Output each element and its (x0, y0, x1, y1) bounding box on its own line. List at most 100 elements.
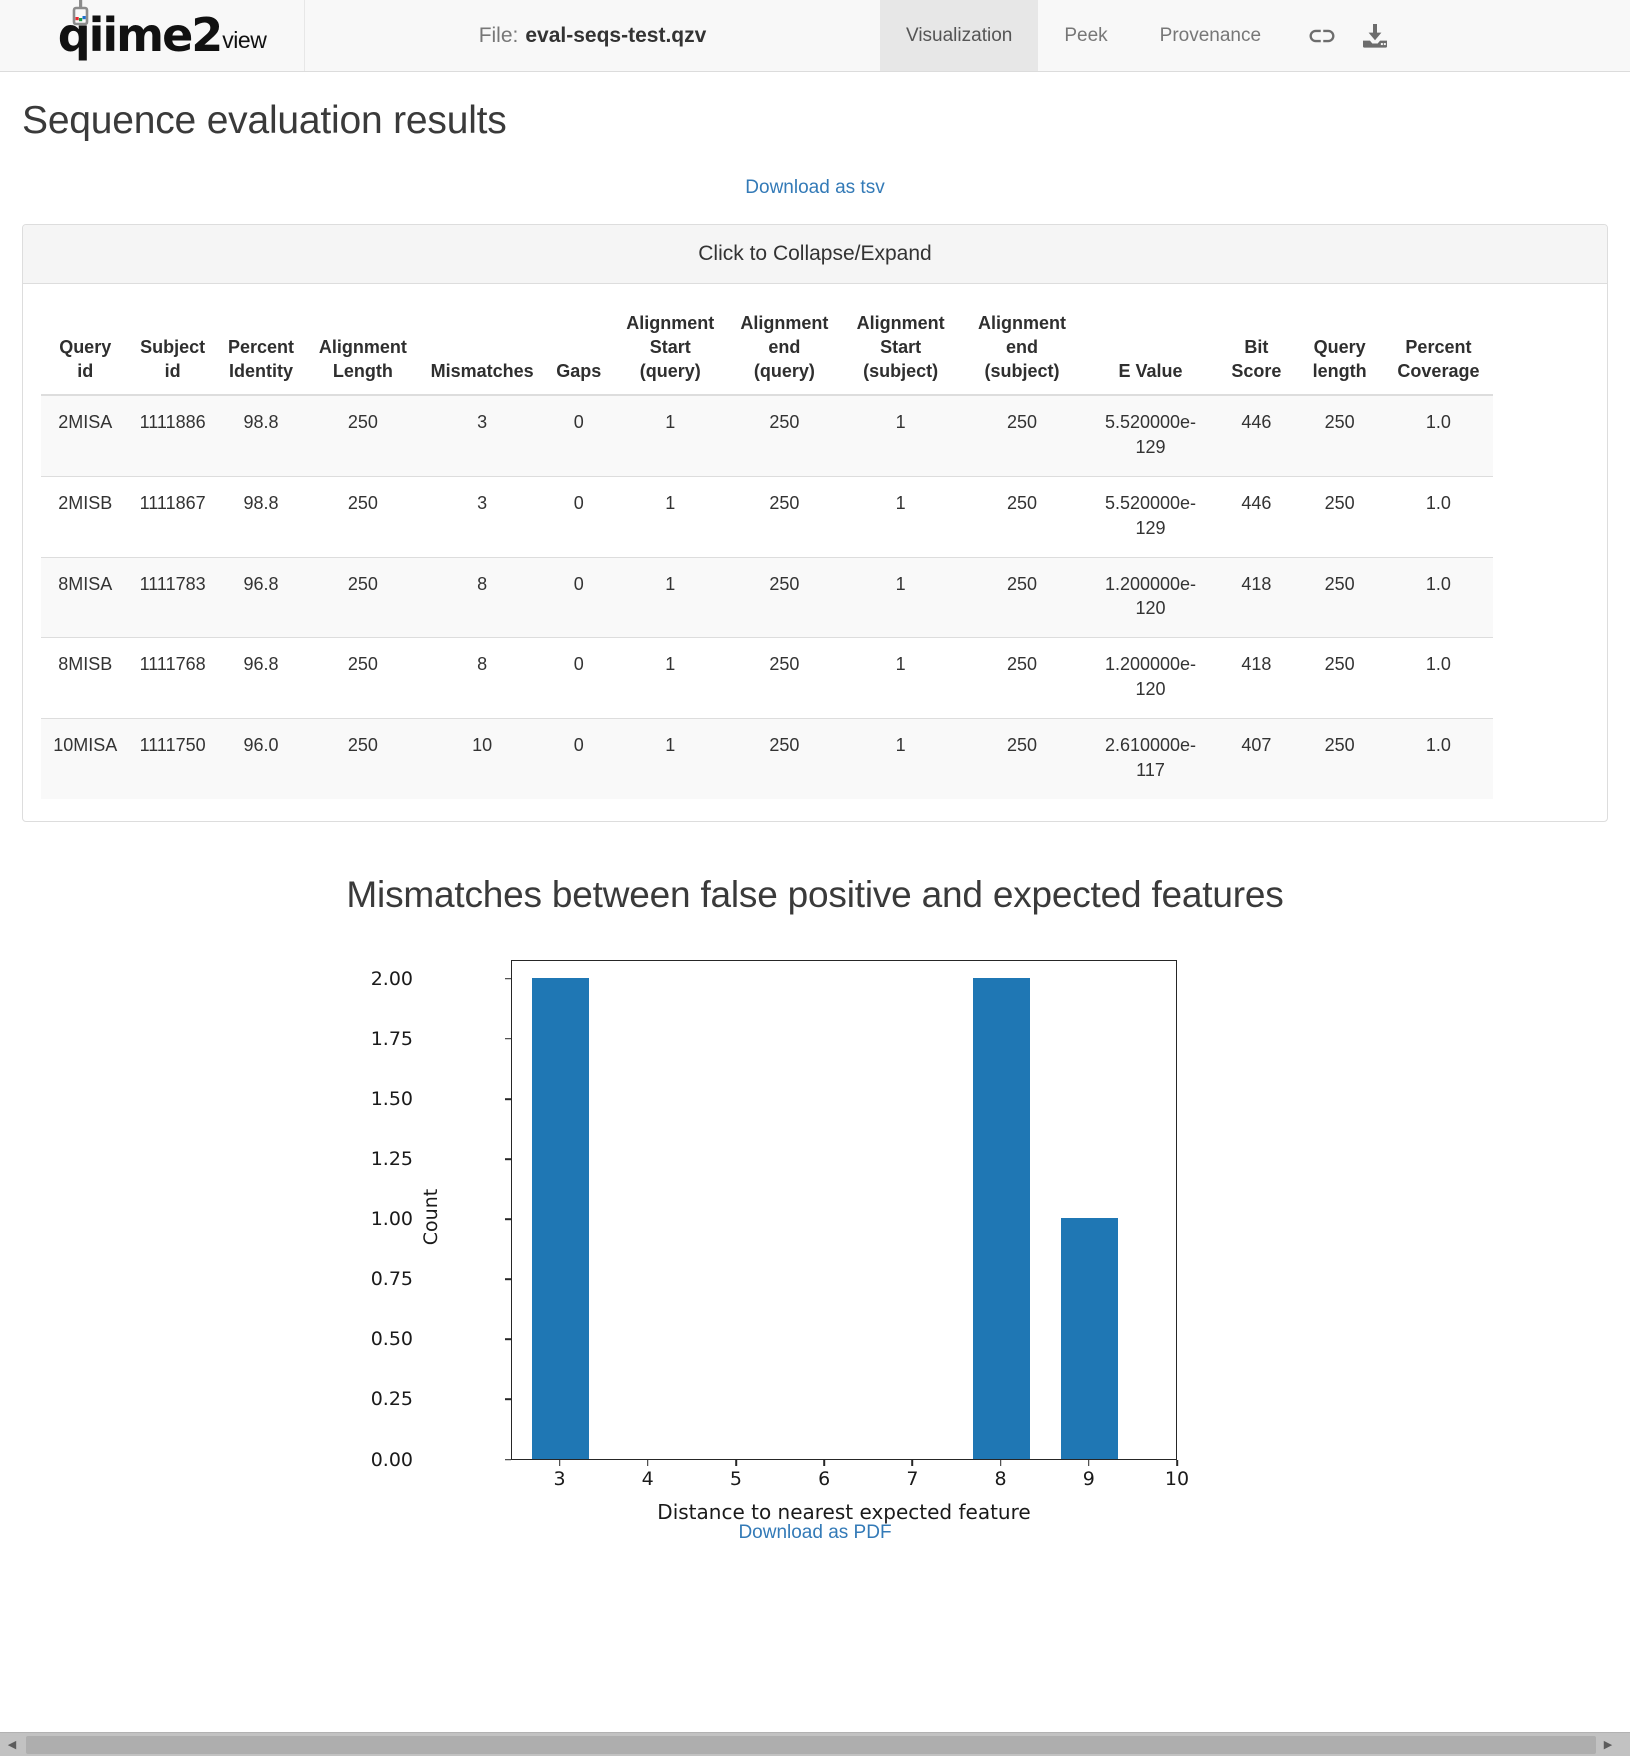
cell-gaps: 0 (545, 638, 613, 719)
cell-align-end-query: 250 (728, 557, 841, 638)
panel-collapse-toggle[interactable]: Click to Collapse/Expand (23, 225, 1607, 284)
cell-percent-coverage: 1.0 (1384, 638, 1493, 719)
y-axis-tick-label: 0.00 (293, 1449, 413, 1471)
page-content: Sequence evaluation results Download as … (0, 99, 1630, 1544)
y-axis-tick-label: 1.25 (293, 1148, 413, 1170)
cell-query-length: 250 (1295, 638, 1383, 719)
col-bit-score: Bit Score (1217, 302, 1295, 395)
cell-mismatches: 8 (419, 638, 544, 719)
x-axis-tick-label: 8 (995, 1468, 1007, 1490)
cell-align-start-subject: 1 (841, 476, 960, 557)
y-axis-tick-label: 0.75 (293, 1268, 413, 1290)
col-e-value: E Value (1084, 302, 1218, 395)
download-tsv-link[interactable]: Download as tsv (745, 177, 884, 198)
brand-suffix: view (222, 27, 266, 57)
cell-bit-score: 446 (1217, 476, 1295, 557)
x-axis-tick-mark (823, 1460, 825, 1466)
col-line: end (768, 337, 800, 357)
page-title: Sequence evaluation results (22, 99, 1608, 143)
cell-alignment-length: 250 (306, 718, 419, 798)
col-line: id (165, 361, 181, 381)
col-line: Mismatches (431, 361, 534, 381)
x-axis-tick-label: 6 (818, 1468, 830, 1490)
brand-logo[interactable]: qiime2 view (0, 0, 305, 71)
tab-peek[interactable]: Peek (1038, 0, 1133, 71)
col-line: Query (59, 337, 111, 357)
cell-percent-identity: 98.8 (216, 395, 306, 476)
x-axis-tick-label: 9 (1083, 1468, 1095, 1490)
col-line: Query (1314, 337, 1366, 357)
scroll-thumb[interactable] (26, 1736, 1596, 1754)
download-pdf-link[interactable]: Download as PDF (738, 1522, 891, 1543)
x-axis-tick-mark (1176, 1460, 1178, 1466)
cell-mismatches: 3 (419, 476, 544, 557)
col-line: Length (333, 361, 393, 381)
cell-align-end-subject: 250 (960, 476, 1083, 557)
file-name-display: File: eval-seqs-test.qzv (305, 0, 880, 71)
cell-e-value: 5.520000e-129 (1084, 476, 1218, 557)
cell-alignment-length: 250 (306, 557, 419, 638)
col-line: (subject) (863, 361, 938, 381)
cell-gaps: 0 (545, 557, 613, 638)
bar (1061, 1218, 1118, 1458)
y-axis-tick-mark (505, 1459, 511, 1461)
x-axis-tick-label: 3 (553, 1468, 565, 1490)
cell-subject-id: 1111886 (129, 395, 215, 476)
cell-subject-id: 1111750 (129, 718, 215, 798)
app-navbar: qiime2 view File: eval-seqs-test.qzv Vis… (0, 0, 1630, 72)
cell-e-value: 5.520000e-129 (1084, 395, 1218, 476)
cell-bit-score: 407 (1217, 718, 1295, 798)
cell-query-id: 2MISB (41, 476, 129, 557)
col-line: E Value (1118, 361, 1182, 381)
col-line: Score (1231, 361, 1281, 381)
cell-percent-identity: 96.0 (216, 718, 306, 798)
x-axis-tick-mark (735, 1460, 737, 1466)
y-axis-tick-label: 1.75 (293, 1028, 413, 1050)
cell-alignment-length: 250 (306, 476, 419, 557)
cell-query-length: 250 (1295, 718, 1383, 798)
horizontal-scrollbar[interactable]: ◀ ▶ (0, 1732, 1630, 1756)
cell-percent-identity: 96.8 (216, 557, 306, 638)
y-axis-tick-label: 1.50 (293, 1088, 413, 1110)
cell-mismatches: 8 (419, 557, 544, 638)
cell-percent-coverage: 1.0 (1384, 395, 1493, 476)
link-icon[interactable] (1307, 21, 1337, 51)
scroll-left-arrow[interactable]: ◀ (0, 1733, 24, 1757)
col-line: (subject) (984, 361, 1059, 381)
scroll-right-arrow[interactable]: ▶ (1596, 1733, 1620, 1757)
col-line: Alignment (319, 337, 407, 357)
tab-visualization[interactable]: Visualization (880, 0, 1038, 71)
cell-subject-id: 1111783 (129, 557, 215, 638)
cell-bit-score: 418 (1217, 557, 1295, 638)
cell-align-start-query: 1 (613, 718, 728, 798)
cell-e-value: 1.200000e-120 (1084, 638, 1218, 719)
col-line: Bit (1244, 337, 1268, 357)
x-axis-tick-mark (912, 1460, 914, 1466)
col-line: Start (650, 337, 691, 357)
y-axis-tick-mark (505, 1038, 511, 1040)
cell-align-start-subject: 1 (841, 638, 960, 719)
download-pdf-row: Download as PDF (22, 1522, 1608, 1544)
bar (973, 978, 1030, 1459)
cell-e-value: 1.200000e-120 (1084, 557, 1218, 638)
cell-align-start-query: 1 (613, 395, 728, 476)
cell-subject-id: 1111768 (129, 638, 215, 719)
cell-align-end-subject: 250 (960, 395, 1083, 476)
x-axis-tick-label: 10 (1165, 1468, 1189, 1490)
cell-gaps: 0 (545, 718, 613, 798)
cell-mismatches: 10 (419, 718, 544, 798)
y-axis-tick-mark (505, 1278, 511, 1280)
download-icon[interactable] (1359, 20, 1391, 52)
y-axis-tick-mark (505, 1339, 511, 1341)
col-mismatches: Mismatches (419, 302, 544, 395)
tab-provenance[interactable]: Provenance (1134, 0, 1287, 71)
